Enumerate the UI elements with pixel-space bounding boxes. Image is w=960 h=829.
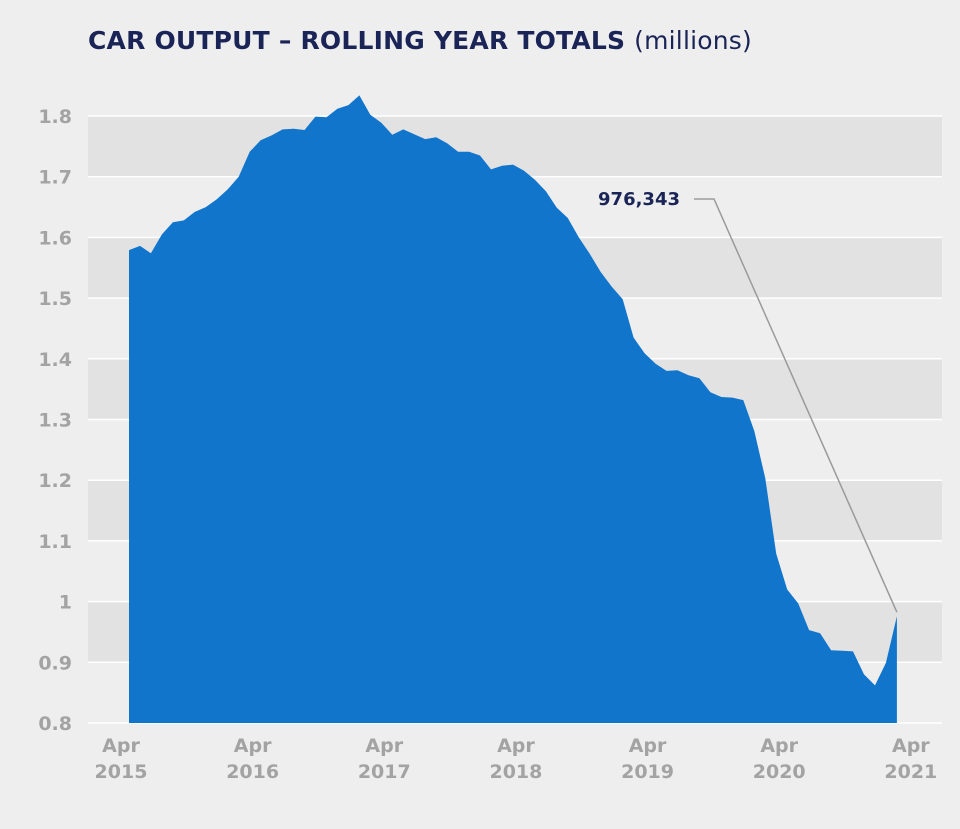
- x-tick-label-month: Apr: [497, 735, 535, 757]
- x-tick-label-year: 2020: [753, 761, 806, 783]
- y-tick-label: 1.4: [38, 349, 72, 371]
- y-tick-label: 1: [59, 592, 72, 614]
- x-tick-label-year: 2016: [226, 761, 279, 783]
- annotation-leader-line: [694, 198, 898, 613]
- x-axis: Apr 2015 Apr 2016 Apr 2017 Apr 2018 Apr 2019 Apr 20…: [95, 735, 938, 783]
- y-tick-label: 1.6: [38, 227, 72, 249]
- annotation-layer: 976,343: [598, 189, 898, 613]
- x-tick-label-year: 2017: [358, 761, 411, 783]
- chart-unit-label: (millions): [634, 26, 752, 55]
- x-tick-label-month: Apr: [234, 735, 272, 757]
- y-tick-label: 0.8: [38, 713, 72, 735]
- x-tick-label-month: Apr: [365, 735, 403, 757]
- y-tick-label: 1.2: [38, 470, 72, 492]
- x-tick-label-month: Apr: [892, 735, 930, 757]
- y-tick-label: 1.1: [38, 531, 72, 553]
- x-tick-label-year: 2015: [95, 761, 148, 783]
- chart-title-text: CAR OUTPUT – ROLLING YEAR TOTALS: [88, 26, 626, 55]
- y-tick-label: 0.9: [38, 652, 72, 674]
- annotation-label: 976,343: [598, 189, 680, 210]
- x-tick-label-month: Apr: [760, 735, 798, 757]
- area-layer: [129, 95, 897, 723]
- y-tick-label: 1.8: [38, 106, 72, 128]
- x-tick-label-year: 2018: [489, 761, 542, 783]
- x-tick-label-month: Apr: [102, 735, 140, 757]
- y-tick-label: 1.7: [38, 167, 72, 189]
- y-tick-label: 1.5: [38, 288, 72, 310]
- x-tick-label-year: 2019: [621, 761, 674, 783]
- x-tick-label-month: Apr: [629, 735, 667, 757]
- y-axis: 0.8 0.9 1 1.1 1.2 1.3 1.4 1.5 1.6 1.7 1.8: [38, 106, 72, 735]
- chart-title: CAR OUTPUT – ROLLING YEAR TOTALS (millio…: [88, 26, 752, 55]
- area-series: [129, 95, 897, 723]
- y-tick-label: 1.3: [38, 410, 72, 432]
- x-tick-label-year: 2021: [884, 761, 937, 783]
